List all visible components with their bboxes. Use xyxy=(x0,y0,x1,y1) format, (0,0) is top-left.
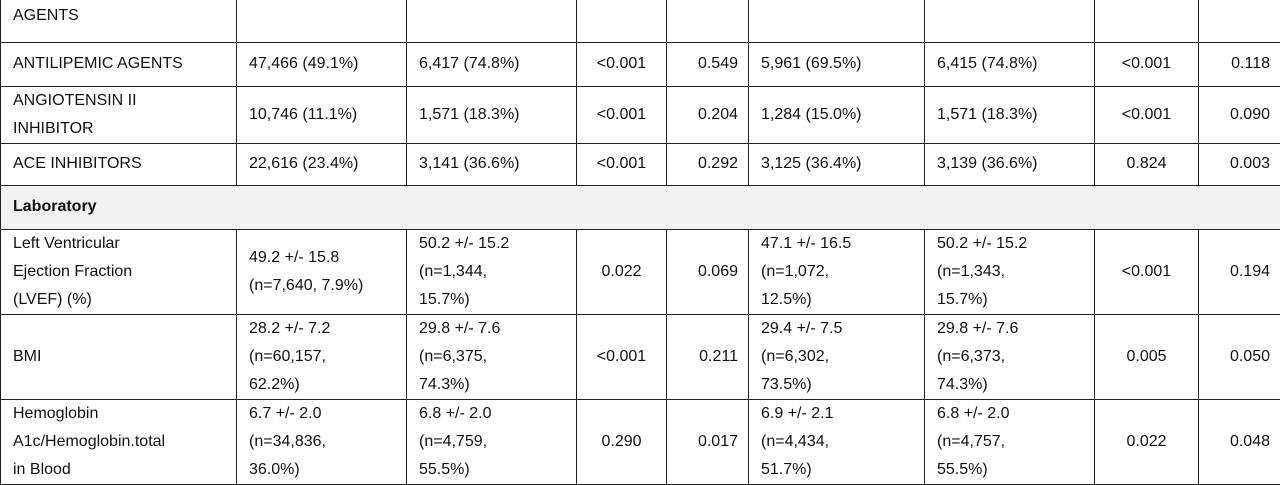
table-cell xyxy=(407,0,577,42)
table-cell: Left Ventricular Ejection Fraction (LVEF… xyxy=(1,229,237,314)
table-cell xyxy=(1095,0,1199,42)
table-cell: ACE INHIBITORS xyxy=(1,143,237,185)
table-cell: 5,961 (69.5%) xyxy=(749,42,925,86)
table-cell: 50.2 +/- 15.2 (n=1,344, 15.7%) xyxy=(407,229,577,314)
table-cell xyxy=(667,0,749,42)
table-row: Laboratory xyxy=(1,185,1280,229)
table-row: AGENTS xyxy=(1,0,1280,42)
table-cell: 22,616 (23.4%) xyxy=(237,143,407,185)
table-cell: 6.8 +/- 2.0 (n=4,757, 55.5%) xyxy=(925,399,1095,484)
table-cell: 29.8 +/- 7.6 (n=6,373, 74.3%) xyxy=(925,314,1095,399)
table-cell: 0.211 xyxy=(667,314,749,399)
table-cell: 0.290 xyxy=(577,399,667,484)
table-cell xyxy=(237,0,407,42)
table-cell: 0.022 xyxy=(1095,399,1199,484)
table-cell xyxy=(925,0,1095,42)
table-cell: 0.069 xyxy=(667,229,749,314)
table-cell: 3,139 (36.6%) xyxy=(925,143,1095,185)
table-cell: 0.549 xyxy=(667,42,749,86)
table-cell: 0.050 xyxy=(1199,314,1280,399)
table-cell: BMI xyxy=(1,314,237,399)
table-cell: ANTILIPEMIC AGENTS xyxy=(1,42,237,86)
table-cell: 3,141 (36.6%) xyxy=(407,143,577,185)
table-cell: 6.9 +/- 2.1 (n=4,434, 51.7%) xyxy=(749,399,925,484)
table-cell: 47.1 +/- 16.5 (n=1,072, 12.5%) xyxy=(749,229,925,314)
table-cell: 6,417 (74.8%) xyxy=(407,42,577,86)
table-cell: 50.2 +/- 15.2 (n=1,343, 15.7%) xyxy=(925,229,1095,314)
table-cell: <0.001 xyxy=(1095,229,1199,314)
table-cell: 0.022 xyxy=(577,229,667,314)
table-cell: <0.001 xyxy=(1095,86,1199,143)
table-cell: 0.090 xyxy=(1199,86,1280,143)
table-cell: 47,466 (49.1%) xyxy=(237,42,407,86)
table-cell: <0.001 xyxy=(577,86,667,143)
table-cell: 0.204 xyxy=(667,86,749,143)
table-cell: AGENTS xyxy=(1,0,237,42)
table-cell: 28.2 +/- 7.2 (n=60,157, 62.2%) xyxy=(237,314,407,399)
table-cell: 0.118 xyxy=(1199,42,1280,86)
table-cell: <0.001 xyxy=(577,314,667,399)
table-cell: 3,125 (36.4%) xyxy=(749,143,925,185)
table-cell: 0.824 xyxy=(1095,143,1199,185)
table-cell: 1,571 (18.3%) xyxy=(407,86,577,143)
table-cell: 0.194 xyxy=(1199,229,1280,314)
table-cell: 29.4 +/- 7.5 (n=6,302, 73.5%) xyxy=(749,314,925,399)
table-cell: 1,284 (15.0%) xyxy=(749,86,925,143)
table-cell xyxy=(1199,0,1280,42)
table-cell: 49.2 +/- 15.8 (n=7,640, 7.9%) xyxy=(237,229,407,314)
table-cell xyxy=(749,0,925,42)
table-cell: 0.005 xyxy=(1095,314,1199,399)
table-row: Left Ventricular Ejection Fraction (LVEF… xyxy=(1,229,1280,314)
table-cell: 0.048 xyxy=(1199,399,1280,484)
table-cell: <0.001 xyxy=(577,143,667,185)
table-cell: 29.8 +/- 7.6 (n=6,375, 74.3%) xyxy=(407,314,577,399)
table-cell: 6,415 (74.8%) xyxy=(925,42,1095,86)
table-cell: 6.8 +/- 2.0 (n=4,759, 55.5%) xyxy=(407,399,577,484)
table-cell: 1,571 (18.3%) xyxy=(925,86,1095,143)
table-cell: Hemoglobin A1c/Hemoglobin.total in Blood xyxy=(1,399,237,484)
table-cell: 10,746 (11.1%) xyxy=(237,86,407,143)
table-cell: 0.292 xyxy=(667,143,749,185)
table-cell: 0.003 xyxy=(1199,143,1280,185)
table-cell: <0.001 xyxy=(577,42,667,86)
table-cell: ANGIOTENSIN II INHIBITOR xyxy=(1,86,237,143)
section-header: Laboratory xyxy=(1,185,1280,229)
table-cell: <0.001 xyxy=(1095,42,1199,86)
table-row: Hemoglobin A1c/Hemoglobin.total in Blood… xyxy=(1,399,1280,484)
table-cell xyxy=(577,0,667,42)
table-cell: 6.7 +/- 2.0 (n=34,836, 36.0%) xyxy=(237,399,407,484)
table-cell: 0.017 xyxy=(667,399,749,484)
